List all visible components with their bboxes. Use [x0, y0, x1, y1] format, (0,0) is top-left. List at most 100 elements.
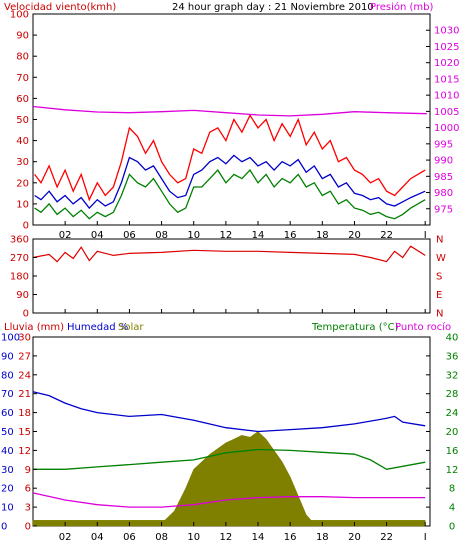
dewpoint-axis-label: Punto rocío — [395, 321, 451, 333]
rain-y-tick-label: 9 — [25, 465, 31, 476]
x-tick-label: 10 — [187, 532, 200, 543]
rain-y-tick-label: 30 — [18, 333, 31, 344]
x-tick-label: I — [424, 532, 427, 543]
x-tick-label: 08 — [155, 532, 168, 543]
wind-y-tick-label: 30 — [16, 157, 29, 168]
x-tick-label: 02 — [59, 532, 72, 543]
temperature-y-tick-label: 16 — [446, 446, 459, 457]
direction-y-tick-label: 0 — [23, 309, 29, 320]
pressure-y-tick-label: 1000 — [434, 123, 459, 134]
pressure-y-tick-label: 980 — [434, 188, 453, 199]
wind-plot — [32, 105, 427, 220]
temperature-y-tick-label: 40 — [446, 333, 459, 344]
wind-y-tick-label: 80 — [16, 52, 29, 63]
rain-y-tick-label: 3 — [25, 503, 31, 514]
x-tick-label: 18 — [316, 230, 329, 241]
direction-y-tick-label: 180 — [10, 272, 29, 283]
wind-y-tick-label: 100 — [10, 10, 29, 21]
humidity-y-tick-label: 100 — [1, 333, 20, 344]
rain-y-tick-label: 21 — [18, 389, 31, 400]
rain-axis-label: Lluvia (mm) — [4, 322, 64, 333]
humidity-y-tick-label: 40 — [1, 446, 14, 457]
minimum-line — [34, 169, 426, 220]
temperature-y-tick-label: 12 — [446, 465, 459, 476]
temperature-y-tick-label: 36 — [446, 351, 459, 362]
solar-area — [32, 431, 426, 527]
direction-plot — [32, 245, 426, 263]
rain-y-tick-label: 0 — [25, 522, 31, 533]
humidity-y-tick-label: 70 — [1, 389, 14, 400]
rain-y-tick-label: 18 — [18, 408, 31, 419]
wind-y-tick-label: 40 — [16, 136, 29, 147]
pressure-y-tick-label: 1025 — [434, 42, 459, 53]
humidity-y-tick-label: 60 — [1, 408, 14, 419]
rain-y-tick-label: 27 — [18, 351, 31, 362]
direction-y-tick-label: 90 — [16, 290, 29, 301]
x-tick-label: 18 — [316, 532, 329, 543]
humidity-y-tick-label: 30 — [1, 465, 14, 476]
x-tick-label: 14 — [252, 532, 265, 543]
dewpoint-line — [32, 492, 426, 508]
temperature-line — [33, 448, 426, 470]
x-tick-label: 20 — [348, 532, 361, 543]
pressure-y-tick-label: 1005 — [434, 107, 459, 118]
rain-y-tick-label: 12 — [18, 446, 31, 457]
humidity-axis-label: Humedad % — [67, 322, 128, 333]
pressure-y-tick-label: 1015 — [434, 74, 459, 85]
temperature-y-tick-label: 24 — [446, 408, 459, 419]
wind-y-tick-label: 60 — [16, 94, 29, 105]
wind-y-tick-label: 90 — [16, 31, 29, 42]
direction-compass-label: N — [436, 309, 443, 320]
humidity-temperature-plot — [32, 391, 426, 527]
direction-compass-label: E — [436, 290, 442, 301]
pressure-y-tick-label: 995 — [434, 139, 453, 150]
axis-ticks: 02 04 06 08 10 12 14 16 18 20 22 I02 04 06 08 10 12 14 16 1… — [1, 10, 459, 544]
solar-axis-label: Solar — [118, 322, 144, 333]
humidity-y-tick-label: 20 — [1, 484, 14, 495]
x-tick-label: 06 — [123, 532, 136, 543]
direction-compass-label: W — [436, 253, 446, 264]
temperature-axis-label: Temperatura (°C) — [311, 322, 399, 333]
wind-y-tick-label: 50 — [16, 115, 29, 126]
direction-y-tick-label: 360 — [10, 235, 29, 246]
wind-y-tick-label: 70 — [16, 73, 29, 84]
direction-panel — [32, 238, 431, 314]
wind-y-tick-label: 20 — [16, 178, 29, 189]
pressure-y-tick-label: 1010 — [434, 91, 459, 102]
temperature-y-tick-label: 0 — [449, 522, 455, 533]
humidity-line — [32, 391, 426, 433]
temperature-y-tick-label: 8 — [449, 484, 455, 495]
average-line — [34, 154, 426, 210]
x-tick-label: I — [424, 230, 427, 241]
wind-axis-label: Velocidad viento(kmh) — [4, 2, 116, 13]
direction-y-tick-label: 270 — [10, 253, 29, 264]
wind-y-tick-label: 10 — [16, 199, 29, 210]
x-tick-label: 14 — [252, 230, 265, 241]
x-tick-label: 04 — [91, 230, 104, 241]
wind-panel — [32, 13, 431, 226]
pressure-y-tick-label: 1030 — [434, 26, 459, 37]
x-tick-label: 10 — [187, 230, 200, 241]
x-tick-label: 12 — [220, 230, 233, 241]
rain-y-tick-label: 24 — [18, 370, 31, 381]
x-tick-label: 20 — [348, 230, 361, 241]
direction-compass-label: S — [436, 272, 442, 283]
graph-title: 24 hour graph day : 21 Noviembre 2010 — [172, 2, 374, 13]
humidity-y-tick-label: 50 — [1, 427, 14, 438]
direction-compass-label: N — [436, 235, 443, 246]
x-tick-label: 16 — [284, 230, 297, 241]
pressure-line — [32, 105, 427, 117]
pressure-y-tick-label: 1020 — [434, 58, 459, 69]
rain-y-tick-label: 15 — [18, 427, 31, 438]
rain-y-tick-label: 6 — [25, 484, 31, 495]
temperature-y-tick-label: 20 — [446, 427, 459, 438]
pressure-y-tick-label: 990 — [434, 156, 453, 167]
temperature-y-tick-label: 28 — [446, 389, 459, 400]
direction-line — [32, 245, 426, 263]
humidity-y-tick-label: 0 — [1, 522, 7, 533]
x-tick-label: 12 — [220, 532, 233, 543]
pressure-y-tick-label: 985 — [434, 172, 453, 183]
humidity-y-tick-label: 10 — [1, 503, 14, 514]
x-tick-label: 16 — [284, 532, 297, 543]
